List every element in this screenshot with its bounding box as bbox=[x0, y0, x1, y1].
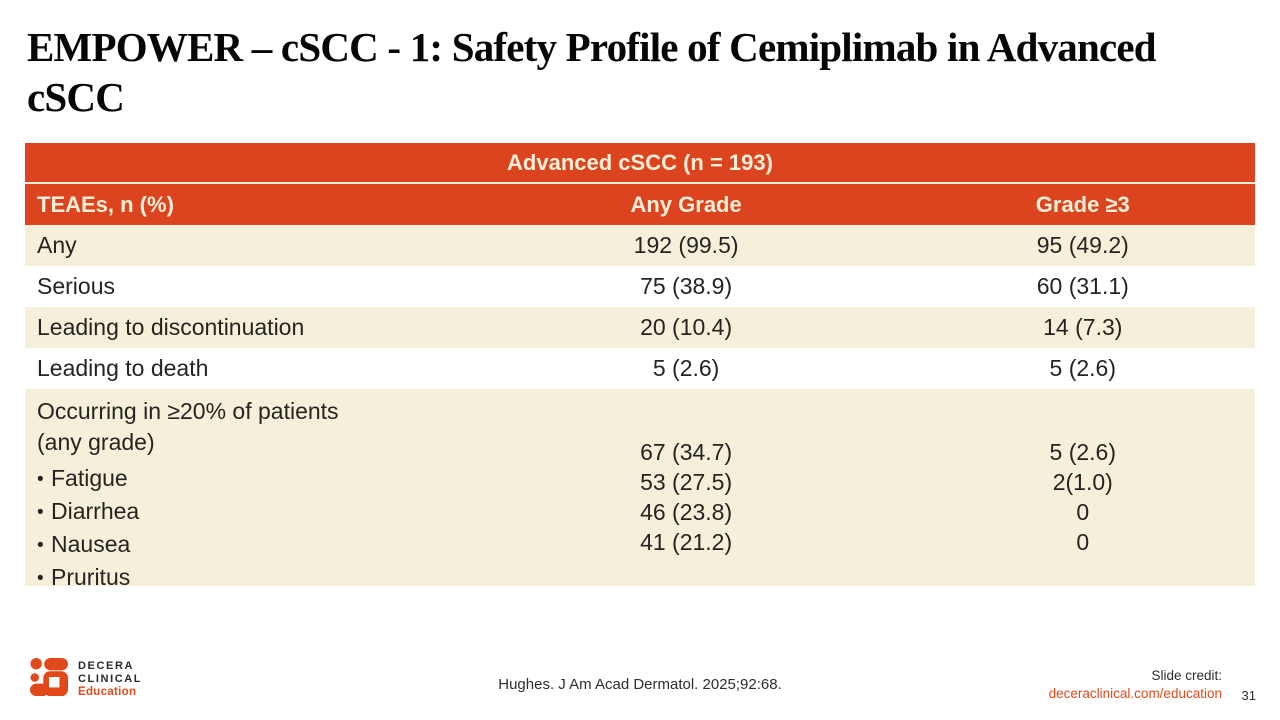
any-grade-value: 20 (10.4) bbox=[640, 314, 733, 340]
any-grade-value: 5 (2.6) bbox=[652, 355, 720, 381]
table-row-occurring-20pct: Occurring in ≥20% of patients (any grade… bbox=[25, 389, 1255, 595]
row-label: Any bbox=[37, 232, 77, 258]
logo-line-education: Education bbox=[78, 686, 137, 698]
bullet-diarrhea: Diarrhea bbox=[37, 495, 462, 529]
table-row-death: Leading to death 5 (2.6) 5 (2.6) bbox=[25, 348, 1255, 389]
grade-ge3-value: 60 (31.1) bbox=[1036, 273, 1129, 299]
any-grade-value: 192 (99.5) bbox=[633, 232, 739, 258]
grade-ge3-value: 5 (2.6) bbox=[1049, 355, 1117, 381]
bullet-nausea: Nausea bbox=[37, 528, 462, 562]
grade-ge3-value: 95 (49.2) bbox=[1036, 232, 1129, 258]
any-grade-fatigue: 67 (34.7) bbox=[640, 438, 733, 465]
any-grade-nausea: 46 (23.8) bbox=[640, 498, 733, 525]
bullet-pruritus: Pruritus bbox=[37, 561, 462, 595]
slide-credit-label: Slide credit: bbox=[1151, 668, 1222, 683]
row-label-line1: Occurring in ≥20% of patients bbox=[37, 398, 339, 424]
grade-ge3-value: 14 (7.3) bbox=[1043, 314, 1123, 340]
any-grade-value-stack: 67 (34.7) 53 (27.5) 46 (23.8) 41 (21.2) bbox=[462, 398, 911, 595]
reference-citation: Hughes. J Am Acad Dermatol. 2025;92:68. bbox=[498, 676, 782, 693]
page-number: 31 bbox=[1241, 688, 1256, 703]
slide-title: EMPOWER – cSCC - 1: Safety Profile of Ce… bbox=[27, 24, 1157, 121]
table-row-any: Any 192 (99.5) 95 (49.2) bbox=[25, 225, 1255, 266]
row-label: Leading to discontinuation bbox=[37, 314, 305, 340]
safety-profile-table: Advanced cSCC (n = 193) TEAEs, n (%) Any… bbox=[25, 143, 1255, 595]
grade-ge3-value-stack: 5 (2.6) 2(1.0) 0 0 bbox=[911, 398, 1255, 595]
decera-clinical-logo: DECERA CLINICAL Education bbox=[30, 657, 142, 702]
row-label-block: Occurring in ≥20% of patients (any grade… bbox=[25, 389, 462, 595]
slide-credit-block: Slide credit: deceraclinical.com/educati… bbox=[1049, 667, 1222, 703]
table-column-header-row: TEAEs, n (%) Any Grade Grade ≥3 bbox=[25, 184, 1255, 225]
bullet-fatigue: Fatigue bbox=[37, 462, 462, 496]
column-header-grade-ge3: Grade ≥3 bbox=[1035, 191, 1130, 217]
table-title: Advanced cSCC (n = 193) bbox=[507, 149, 773, 175]
row-label-line2: (any grade) bbox=[37, 429, 155, 455]
slide-credit-link[interactable]: deceraclinical.com/education bbox=[1048, 686, 1222, 701]
any-grade-diarrhea: 53 (27.5) bbox=[640, 468, 733, 495]
grade-ge3-diarrhea: 2(1.0) bbox=[1052, 468, 1113, 495]
decera-logo-icon bbox=[30, 657, 68, 702]
any-grade-value: 75 (38.9) bbox=[640, 273, 733, 299]
row-label: Serious bbox=[37, 273, 115, 299]
grade-ge3-pruritus: 0 bbox=[1076, 528, 1090, 555]
column-header-any-grade: Any Grade bbox=[630, 191, 742, 217]
logo-line-decera: DECERA bbox=[78, 660, 135, 672]
grade-ge3-nausea: 0 bbox=[1076, 498, 1090, 525]
logo-wordmark: DECERA CLINICAL Education bbox=[78, 660, 142, 699]
table-row-serious: Serious 75 (38.9) 60 (31.1) bbox=[25, 266, 1255, 307]
column-header-teaes: TEAEs, n (%) bbox=[37, 191, 174, 217]
teae-bullet-list: Fatigue Diarrhea Nausea Pruritus bbox=[37, 462, 462, 595]
table-row-discontinuation: Leading to discontinuation 20 (10.4) 14 … bbox=[25, 307, 1255, 348]
any-grade-pruritus: 41 (21.2) bbox=[640, 528, 733, 555]
logo-line-clinical: CLINICAL bbox=[78, 673, 143, 685]
grade-ge3-fatigue: 5 (2.6) bbox=[1049, 438, 1117, 465]
table-title-row: Advanced cSCC (n = 193) bbox=[25, 143, 1255, 184]
row-label: Leading to death bbox=[37, 355, 209, 381]
